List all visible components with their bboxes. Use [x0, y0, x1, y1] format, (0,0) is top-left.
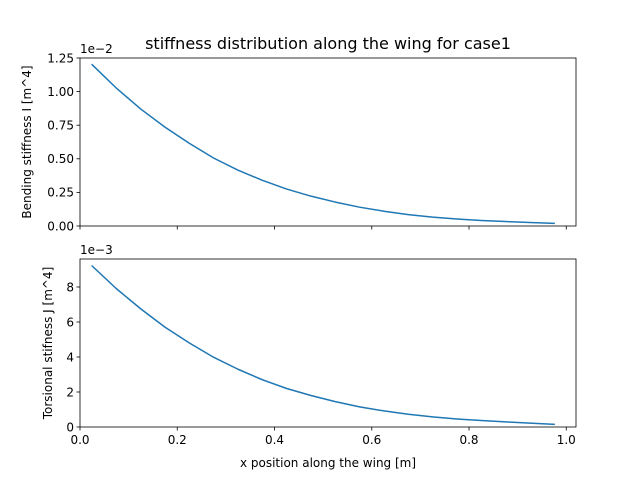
y-tick-label: 0.50 [47, 152, 74, 166]
y-tick-label: 1.25 [47, 51, 74, 65]
y-tick-label: 0.25 [47, 186, 74, 200]
x-tick-label: 1.0 [557, 433, 576, 447]
y-tick-label: 0.00 [47, 219, 74, 233]
y-tick-label: 4 [66, 350, 74, 364]
y-tick-label: 6 [66, 315, 74, 329]
y-tick-label: 1.00 [47, 85, 74, 99]
x-tick-label: 0.2 [168, 433, 187, 447]
y-axis-label: Bending stiffness I [m^4] [20, 65, 34, 218]
x-tick-label: 0.8 [459, 433, 478, 447]
y-tick-label: 8 [66, 280, 74, 294]
y-tick-label: 0 [66, 420, 74, 434]
x-tick-label: 0.0 [70, 433, 89, 447]
y-offset-label: 1e−3 [80, 243, 113, 257]
x-axis-label: x position along the wing [m] [240, 456, 416, 470]
top-subplot-bending: 0.00 0.25 0.50 0.75 1.00 1.25 1e−2 Bending stif… [20, 42, 577, 233]
y-axis-label: Torsional stifness J [m^4] [41, 267, 55, 421]
y-offset-label: 1e−2 [80, 42, 113, 56]
axes-frame [79, 258, 577, 428]
axes-frame [79, 57, 577, 227]
y-tick-label: 2 [66, 385, 74, 399]
series-line [91, 63, 555, 225]
y-tick-label: 0.75 [47, 119, 74, 133]
chart-title: stiffness distribution along the wing fo… [145, 34, 511, 53]
x-tick-label: 0.6 [362, 433, 381, 447]
x-tick-label: 0.4 [265, 433, 284, 447]
series-line [91, 264, 555, 426]
bottom-subplot-torsional: 0.0 0.2 0.4 0.6 0.8 1.0 0 2 4 6 8 1e−3 Torsional sti… [41, 243, 577, 470]
